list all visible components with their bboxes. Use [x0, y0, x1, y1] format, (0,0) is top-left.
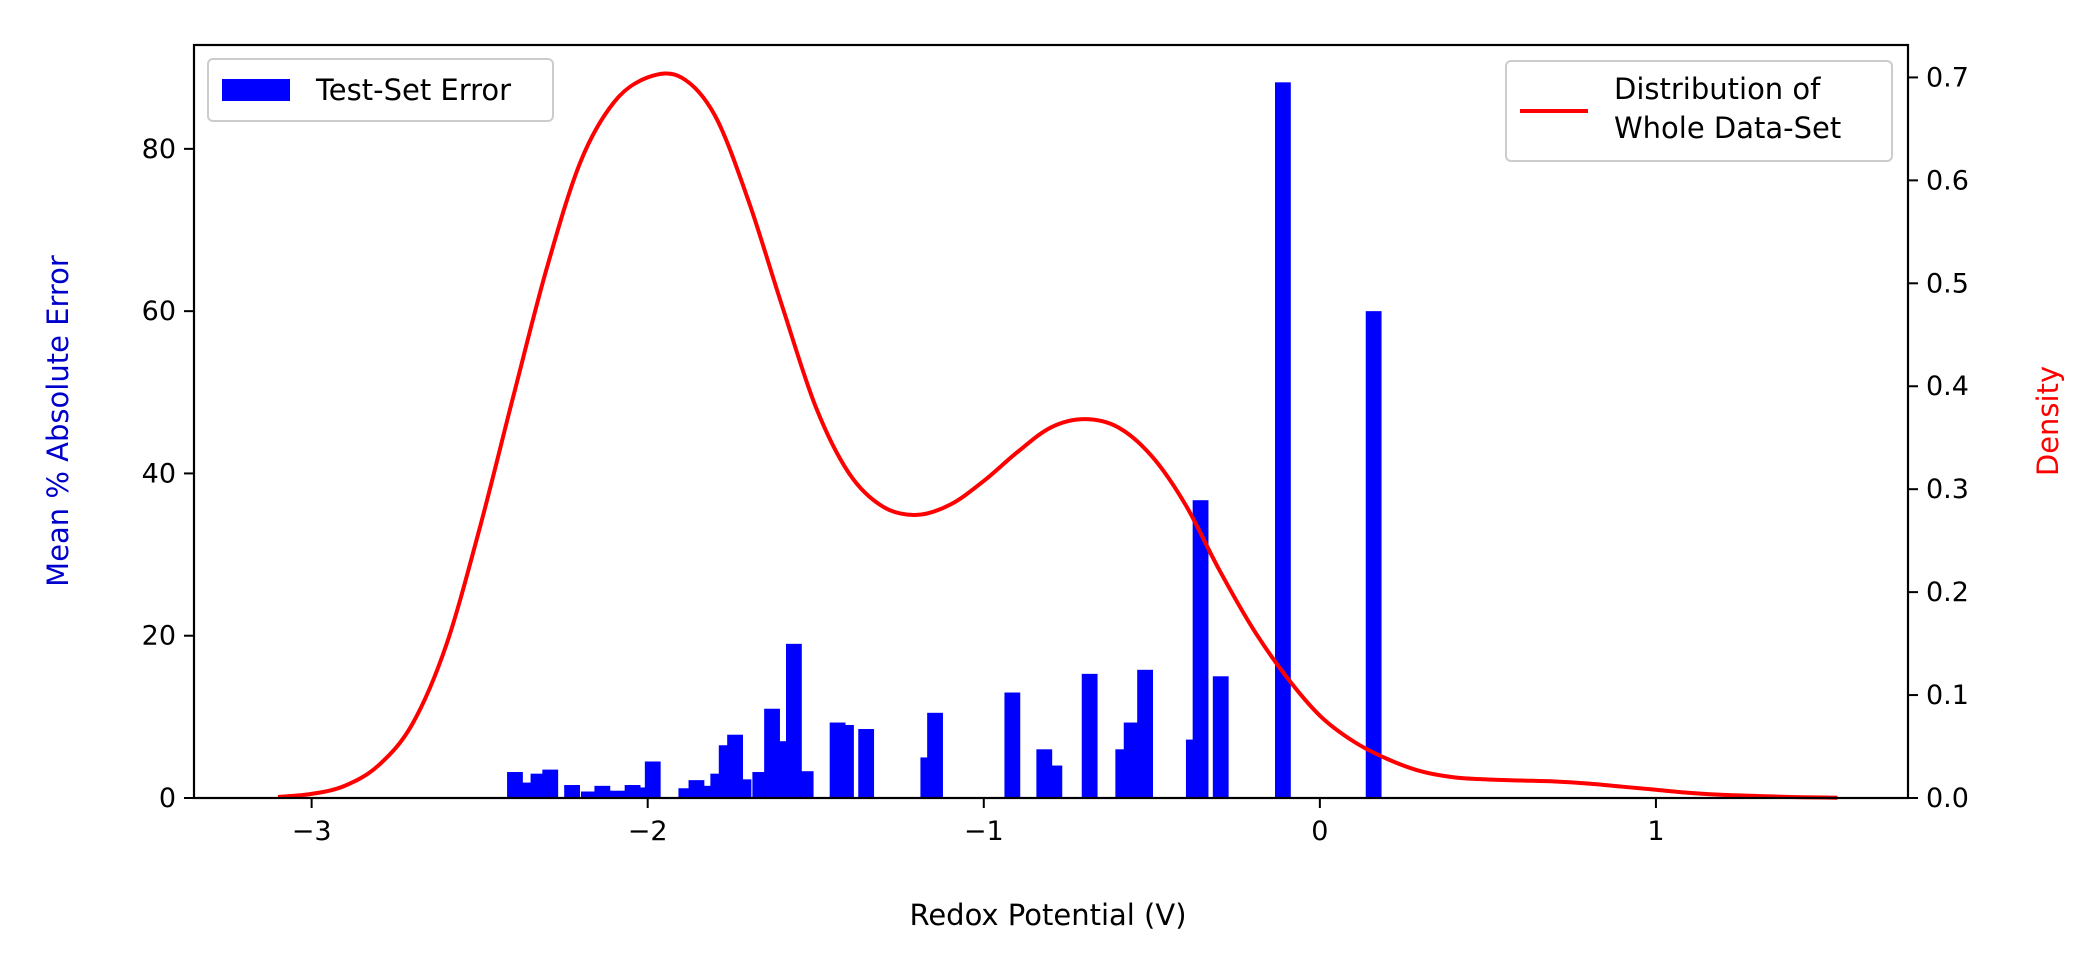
legend-bars: Test-Set Error [207, 58, 554, 122]
x-tick-label: 0 [1311, 816, 1328, 847]
y-right-tick-label: 0.2 [1926, 577, 1969, 608]
bar-28 [1004, 692, 1021, 798]
legend-line-label-2: Whole Data-Set [1614, 111, 1841, 145]
bars-layer [507, 82, 1382, 798]
legend-line: Distribution of Whole Data-Set [1505, 60, 1893, 162]
y-axis-label-left: Mean % Absolute Error [41, 255, 75, 587]
bar-30 [1046, 765, 1063, 798]
y-right-tick-label: 0.1 [1926, 680, 1969, 711]
y-left-tick-label: 60 [142, 296, 176, 327]
bar-11 [678, 788, 695, 798]
plot-frame [192, 43, 1910, 800]
bar-39 [1365, 311, 1382, 798]
bar-24 [838, 724, 854, 798]
bar-25 [858, 729, 875, 798]
bar-31 [1081, 673, 1098, 798]
bar-10 [644, 761, 661, 798]
x-tick-label: −1 [964, 816, 1004, 847]
y-right-tick-label: 0.0 [1926, 783, 1969, 814]
legend-line-label-1: Distribution of [1614, 72, 1821, 106]
bar-17 [735, 779, 752, 798]
y-left-tick-label: 0 [159, 783, 176, 814]
legend-bars-box [207, 58, 554, 122]
y-right-tick-label: 0.7 [1926, 62, 1969, 93]
bar-4 [564, 785, 580, 798]
legend-bars-label: Test-Set Error [315, 73, 511, 107]
x-tick-label: 1 [1647, 816, 1664, 847]
density-line [277, 71, 1838, 800]
y-right-tick-label: 0.3 [1926, 474, 1969, 505]
bar-22 [797, 771, 814, 798]
y-axis-label-right: Density [2031, 366, 2065, 476]
bar-7 [609, 790, 626, 798]
bar-27 [927, 712, 943, 798]
y-right-tick-label: 0.4 [1926, 371, 1969, 402]
y-left-tick-label: 20 [142, 621, 176, 652]
x-axis-label: Redox Potential (V) [909, 898, 1186, 932]
bar-6 [594, 785, 611, 798]
y-left-tick-label: 40 [142, 458, 176, 489]
x-tick-label: −3 [292, 816, 332, 847]
bar-36 [1192, 500, 1209, 798]
x-tick-label: −2 [628, 816, 668, 847]
bar-38 [1275, 82, 1291, 798]
legend-line-box [1505, 60, 1893, 162]
line-layer [277, 71, 1838, 800]
bar-3 [542, 769, 559, 798]
ticks-layer: −3 −2 −1 0 10204060800.00.10.20.30.40.50.60.… [142, 62, 1969, 847]
legend-bars-swatch [222, 79, 290, 101]
y-left-tick-label: 80 [142, 134, 176, 165]
bar-5 [580, 791, 597, 798]
bar-33 [1123, 722, 1140, 798]
y-right-tick-label: 0.6 [1926, 165, 1969, 196]
y-right-tick-label: 0.5 [1926, 268, 1969, 299]
bar-21 [786, 643, 802, 798]
bar-9 [634, 787, 651, 798]
bar-37 [1212, 676, 1229, 798]
bar-34 [1137, 669, 1153, 798]
